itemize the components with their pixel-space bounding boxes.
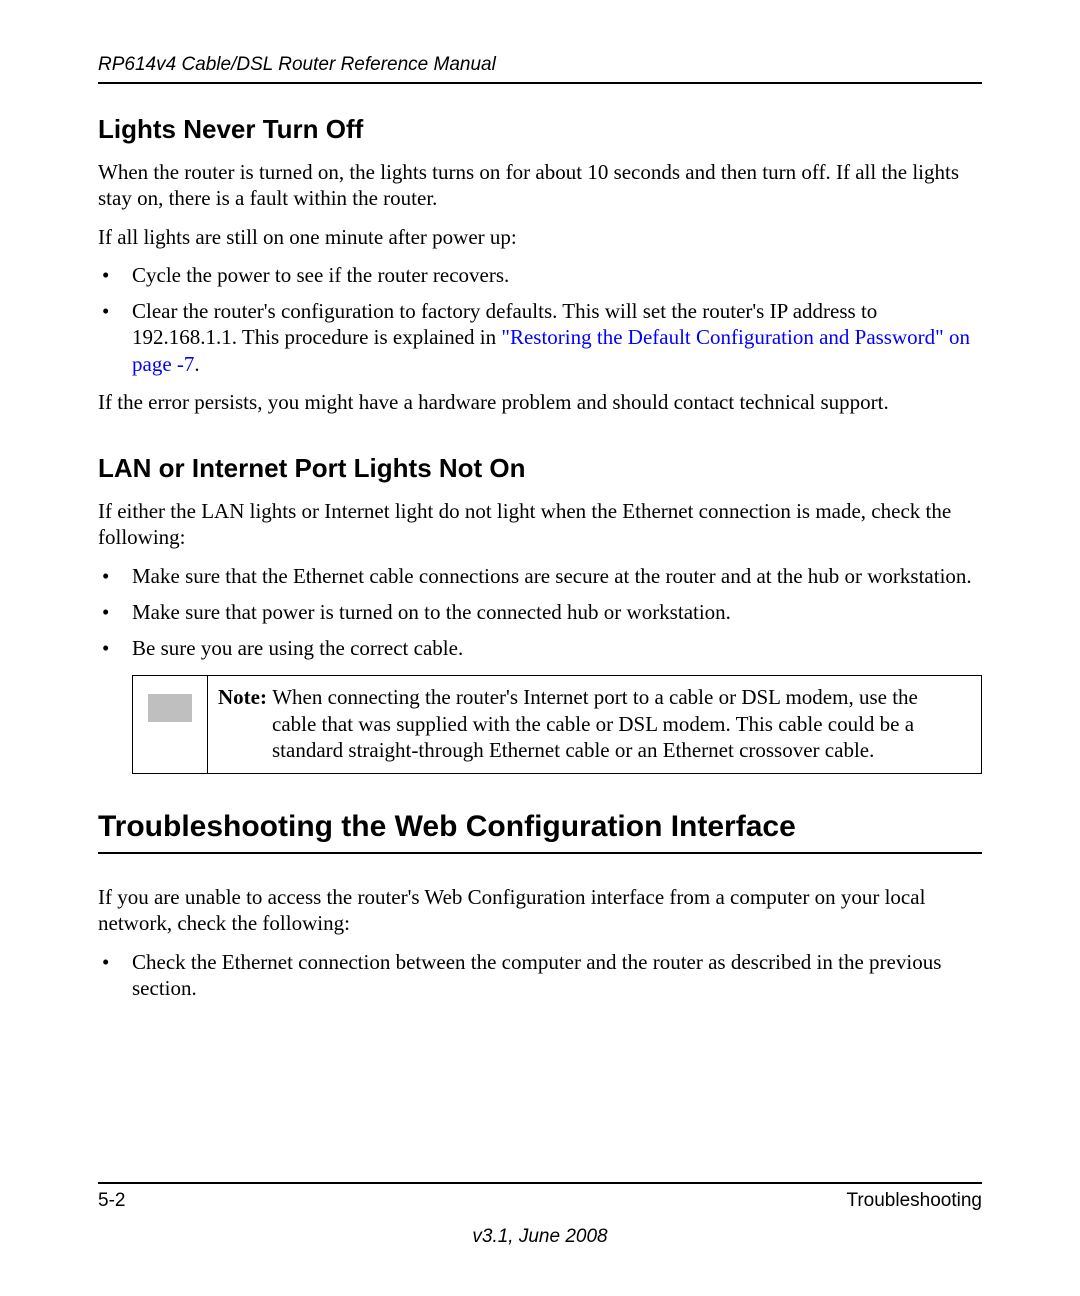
note-rest: cable that was supplied with the cable o… bbox=[218, 711, 969, 764]
heading-lights-never-turn-off: Lights Never Turn Off bbox=[98, 114, 982, 145]
list-item: Check the Ethernet connection between th… bbox=[98, 949, 982, 1002]
list-item: Clear the router's configuration to fact… bbox=[98, 298, 982, 377]
chapter-name: Troubleshooting bbox=[846, 1190, 982, 1212]
note-icon bbox=[148, 694, 192, 722]
paragraph: If the error persists, you might have a … bbox=[98, 389, 982, 415]
list-item: Be sure you are using the correct cable. bbox=[98, 635, 982, 661]
heading-lan-port-lights: LAN or Internet Port Lights Not On bbox=[98, 453, 982, 484]
list-item-text: . bbox=[194, 352, 199, 376]
note-box: Note: When connecting the router's Inter… bbox=[132, 675, 982, 774]
paragraph: If you are unable to access the router's… bbox=[98, 884, 982, 937]
list-item: Cycle the power to see if the router rec… bbox=[98, 262, 982, 288]
document-page: RP614v4 Cable/DSL Router Reference Manua… bbox=[0, 0, 1080, 1296]
footer-rule bbox=[98, 1182, 982, 1184]
version-footer: v3.1, June 2008 bbox=[98, 1226, 982, 1248]
paragraph: If either the LAN lights or Internet lig… bbox=[98, 498, 982, 551]
paragraph: If all lights are still on one minute af… bbox=[98, 224, 982, 250]
header-rule bbox=[98, 82, 982, 84]
note-text: Note: When connecting the router's Inter… bbox=[208, 676, 981, 773]
page-footer: 5-2 Troubleshooting v3.1, June 2008 bbox=[98, 1182, 982, 1248]
page-number: 5-2 bbox=[98, 1190, 125, 1212]
bullet-list: Make sure that the Ethernet cable connec… bbox=[98, 563, 982, 662]
heading-troubleshooting-web-config: Troubleshooting the Web Configuration In… bbox=[98, 810, 982, 844]
bullet-list: Check the Ethernet connection between th… bbox=[98, 949, 982, 1002]
note-line1: When connecting the router's Internet po… bbox=[272, 685, 918, 709]
list-item: Make sure that power is turned on to the… bbox=[98, 599, 982, 625]
note-icon-cell bbox=[133, 676, 208, 773]
note-label: Note: bbox=[218, 685, 272, 709]
list-item: Make sure that the Ethernet cable connec… bbox=[98, 563, 982, 589]
running-header: RP614v4 Cable/DSL Router Reference Manua… bbox=[98, 54, 982, 76]
heading-rule bbox=[98, 852, 982, 854]
paragraph: When the router is turned on, the lights… bbox=[98, 159, 982, 212]
bullet-list: Cycle the power to see if the router rec… bbox=[98, 262, 982, 377]
